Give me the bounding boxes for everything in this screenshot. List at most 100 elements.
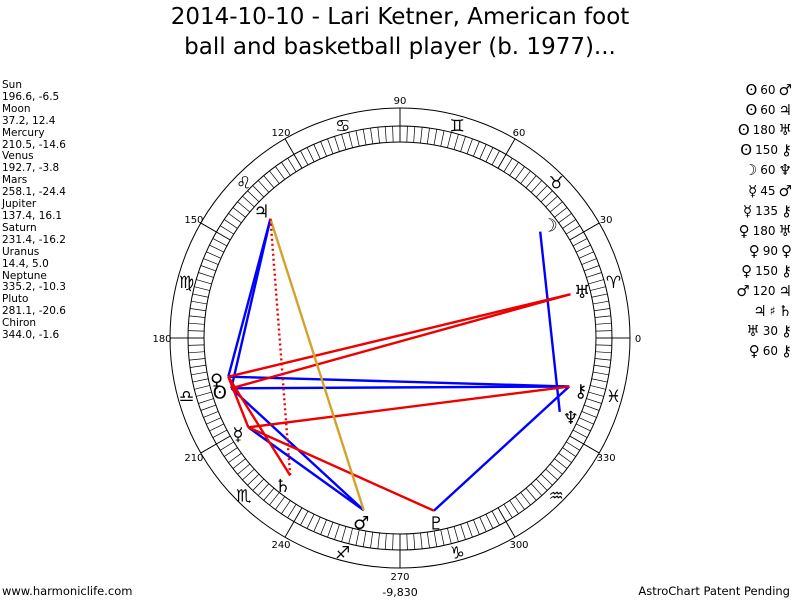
aspect-planet-2-glyph: ⚷ <box>781 141 792 160</box>
band-tick <box>334 136 340 152</box>
planet-position: 14.4, 5.0 <box>2 257 49 270</box>
spoke-segment <box>200 435 231 454</box>
chart-title: 2014-10-10 - Lari Ketner, American foot … <box>100 2 700 62</box>
band-tick <box>433 129 438 146</box>
aspect-row: ☽ 60 ♆ <box>720 160 792 180</box>
band-tick <box>206 417 222 425</box>
aspect-list: ʘ 60 ♂ ʘ 60 ♃ ʘ 180 ♅ ʘ 150 ⚷ ☽ 60 ♆ ☿ 45 ♂ ☿ 135 ⚷ ♀ 180 ♅ ♀ 90 ♀… <box>720 80 792 361</box>
aspect-planet-2-glyph: ♅ <box>778 221 792 240</box>
band-tick <box>595 322 612 325</box>
aspect-planet-1-glyph: ♀ <box>748 241 760 260</box>
band-tick <box>572 429 588 438</box>
aspect-line <box>228 375 570 388</box>
band-tick <box>540 473 553 486</box>
zodiac-sign-glyph: ♒ <box>549 486 564 506</box>
band-tick <box>281 162 291 176</box>
band-tick <box>406 126 408 143</box>
band-tick <box>355 130 360 147</box>
planet-glyph: ☽ <box>542 215 558 236</box>
aspect-planet-2-glyph: ⚷ <box>781 201 792 220</box>
band-tick <box>581 258 597 265</box>
planet-position: 344.0, -1.6 <box>2 329 60 342</box>
band-tick <box>269 492 280 506</box>
spoke-segment <box>497 507 516 538</box>
planet-name: Pluto <box>2 293 29 306</box>
aspect-planet-1-glyph: ☽ <box>743 161 758 180</box>
band-tick <box>592 371 609 376</box>
aspect-row: ♃ ♯ ♄ <box>720 301 792 321</box>
band-tick <box>562 447 576 457</box>
aspect-planet-1-glyph: ʘ <box>740 141 753 160</box>
planet-glyph: ♇ <box>428 513 444 534</box>
band-tick <box>320 519 327 535</box>
band-tick <box>224 219 238 229</box>
band-tick <box>242 195 255 208</box>
band-tick <box>453 134 459 150</box>
footer-website[interactable]: www.harmoniclife.com <box>2 584 133 598</box>
band-tick <box>595 344 612 346</box>
band-tick <box>220 225 234 235</box>
band-tick <box>572 238 588 247</box>
band-tick <box>530 483 543 496</box>
band-tick <box>588 391 604 397</box>
band-tick <box>212 238 228 247</box>
aspect-row: ☿ 135 ⚷ <box>720 201 792 221</box>
band-tick <box>275 496 286 510</box>
aspect-angle: ♯ <box>769 304 776 319</box>
bottom-value: -9,830 <box>382 586 417 599</box>
band-tick <box>252 185 265 198</box>
band-tick <box>263 175 275 189</box>
band-tick <box>420 532 423 549</box>
aspect-planet-1-glyph: ʘ <box>737 121 750 140</box>
footer-patent: AstroChart Patent Pending <box>638 584 790 598</box>
band-tick <box>413 533 416 550</box>
aspect-angle: 60 <box>760 163 776 178</box>
band-tick <box>588 279 604 285</box>
band-tick <box>520 170 531 184</box>
band-tick <box>341 526 347 542</box>
band-tick <box>584 265 600 272</box>
zodiac-sign-glyph: ♋ <box>335 117 350 137</box>
band-tick <box>188 330 205 332</box>
aspect-planet-2-glyph: ⚷ <box>781 322 792 341</box>
band-tick <box>300 510 309 526</box>
band-tick <box>327 138 334 154</box>
band-tick <box>426 532 430 548</box>
aspect-planet-2-glyph: ♆ <box>778 161 792 180</box>
band-tick <box>392 126 394 143</box>
planet-name: Moon <box>2 102 31 115</box>
band-tick <box>362 129 367 146</box>
band-tick <box>192 293 209 298</box>
spoke-segment <box>569 435 600 454</box>
band-tick <box>558 452 572 463</box>
band-tick <box>232 207 246 218</box>
aspect-angle: 180 <box>752 123 776 138</box>
band-tick <box>447 132 452 148</box>
band-tick <box>313 516 321 532</box>
band-tick <box>576 244 591 253</box>
band-tick <box>562 219 576 229</box>
planet-name: Uranus <box>2 245 40 258</box>
band-tick <box>554 207 568 218</box>
band-tick <box>191 300 208 305</box>
planet-position: 258.1, -24.4 <box>2 186 66 199</box>
band-tick <box>228 452 242 463</box>
band-tick <box>257 483 270 496</box>
band-tick <box>460 524 466 540</box>
degree-label: 30 <box>600 215 613 226</box>
band-tick <box>525 487 537 501</box>
aspect-line <box>231 385 570 390</box>
band-tick <box>257 180 270 193</box>
band-tick <box>406 533 408 550</box>
band-tick <box>232 458 246 469</box>
planet-name: Venus <box>2 150 34 163</box>
aspect-planet-1-glyph: ♀ <box>748 342 760 361</box>
band-tick <box>590 286 606 291</box>
aspect-planet-1-glyph: ☿ <box>742 201 753 220</box>
band-tick <box>269 170 280 184</box>
aspect-planet-1-glyph: ♀ <box>738 221 750 240</box>
band-tick <box>466 138 473 154</box>
aspect-row: ☿ 45 ♂ <box>720 180 792 200</box>
aspect-line <box>247 426 435 512</box>
aspect-planet-1-glyph: ♂ <box>736 281 750 300</box>
